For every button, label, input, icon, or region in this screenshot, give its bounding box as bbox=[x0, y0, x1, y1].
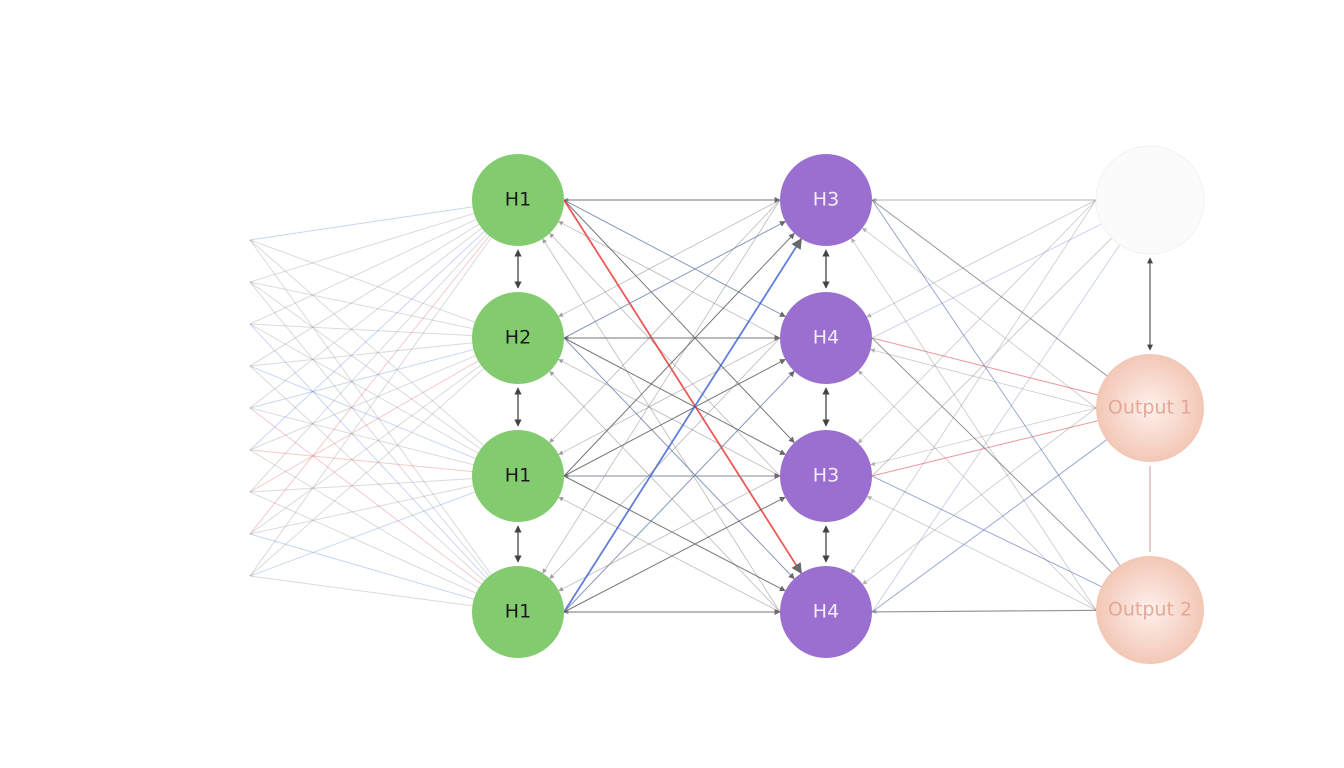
hidden-node bbox=[780, 430, 872, 522]
faded-output-node bbox=[1095, 145, 1205, 255]
edge bbox=[862, 227, 1097, 409]
hidden-node bbox=[472, 566, 564, 658]
edge bbox=[563, 199, 795, 444]
edge bbox=[549, 199, 781, 443]
node-label: H4 bbox=[813, 601, 839, 623]
edge bbox=[558, 475, 781, 592]
hidden-node bbox=[780, 292, 872, 384]
edge bbox=[563, 199, 786, 318]
output-node bbox=[1096, 556, 1204, 664]
edge bbox=[549, 337, 781, 580]
edge bbox=[542, 199, 781, 574]
edge bbox=[558, 337, 781, 455]
edge bbox=[870, 407, 1097, 467]
edge bbox=[249, 199, 519, 535]
edge bbox=[249, 199, 519, 493]
edge bbox=[563, 199, 803, 575]
edge bbox=[871, 607, 1105, 614]
edge bbox=[542, 238, 781, 613]
node-label: H2 bbox=[505, 327, 531, 349]
edges bbox=[249, 197, 1153, 615]
edge bbox=[563, 496, 786, 613]
edge bbox=[249, 199, 519, 577]
edge bbox=[871, 231, 1118, 477]
edge bbox=[563, 337, 795, 580]
hidden-node bbox=[472, 430, 564, 522]
edge bbox=[549, 233, 781, 477]
edge bbox=[871, 609, 1097, 615]
edge bbox=[850, 199, 1097, 574]
node-label: H4 bbox=[813, 327, 839, 349]
edge bbox=[871, 337, 1118, 579]
edge bbox=[249, 407, 519, 477]
edge bbox=[871, 417, 1106, 477]
edge bbox=[857, 199, 1097, 444]
node-label: H1 bbox=[505, 465, 531, 487]
edge bbox=[249, 199, 519, 283]
edge bbox=[871, 199, 1114, 381]
edge bbox=[563, 337, 786, 456]
edge bbox=[870, 348, 1097, 409]
edge bbox=[563, 232, 795, 477]
node-label: H1 bbox=[505, 601, 531, 623]
edge bbox=[249, 407, 519, 613]
node-label: H1 bbox=[505, 189, 531, 211]
edge bbox=[249, 337, 519, 577]
edge bbox=[558, 496, 781, 613]
node-label: H3 bbox=[813, 189, 839, 211]
edge bbox=[249, 323, 519, 477]
edge bbox=[871, 337, 1106, 399]
edge bbox=[249, 365, 519, 477]
edge bbox=[249, 491, 519, 613]
edge bbox=[249, 533, 519, 613]
edge bbox=[858, 370, 1097, 611]
edge bbox=[249, 199, 519, 325]
edge bbox=[249, 449, 519, 613]
edge bbox=[249, 475, 519, 577]
edge bbox=[871, 475, 1110, 591]
edge bbox=[249, 281, 519, 477]
node-label: Output 2 bbox=[1108, 599, 1192, 621]
hidden-node bbox=[780, 154, 872, 246]
edge bbox=[871, 220, 1110, 339]
edge bbox=[249, 239, 519, 477]
edge bbox=[249, 239, 519, 339]
hidden-node bbox=[780, 566, 872, 658]
nodes: H1 H2 H1 H1 H3 H4 H3 H4 Output 1 Output 2 bbox=[472, 145, 1205, 664]
edge bbox=[558, 199, 781, 317]
edge bbox=[563, 237, 803, 613]
edge bbox=[871, 237, 1125, 613]
edge bbox=[558, 221, 781, 339]
edge bbox=[866, 199, 1097, 318]
edge bbox=[249, 337, 519, 409]
hidden-node bbox=[472, 154, 564, 246]
edge bbox=[249, 323, 519, 613]
edge bbox=[866, 496, 1097, 611]
node-label: H3 bbox=[813, 465, 839, 487]
edge bbox=[563, 358, 786, 477]
edge bbox=[249, 199, 519, 367]
output-node bbox=[1096, 354, 1204, 462]
edge bbox=[563, 475, 786, 592]
node-label: Output 1 bbox=[1108, 397, 1192, 419]
edge bbox=[862, 407, 1097, 585]
edge bbox=[563, 220, 786, 339]
edge bbox=[249, 337, 519, 535]
edge bbox=[549, 370, 781, 613]
edge bbox=[850, 238, 1097, 611]
edge bbox=[249, 365, 519, 613]
edge bbox=[249, 337, 519, 451]
edge bbox=[249, 199, 519, 409]
edge bbox=[563, 370, 795, 613]
edge bbox=[871, 199, 1125, 573]
edge bbox=[249, 337, 519, 493]
edge bbox=[558, 359, 781, 477]
hidden-node bbox=[472, 292, 564, 384]
edge bbox=[249, 239, 519, 613]
edge bbox=[871, 434, 1114, 613]
edge bbox=[249, 199, 519, 451]
edge bbox=[249, 281, 519, 613]
